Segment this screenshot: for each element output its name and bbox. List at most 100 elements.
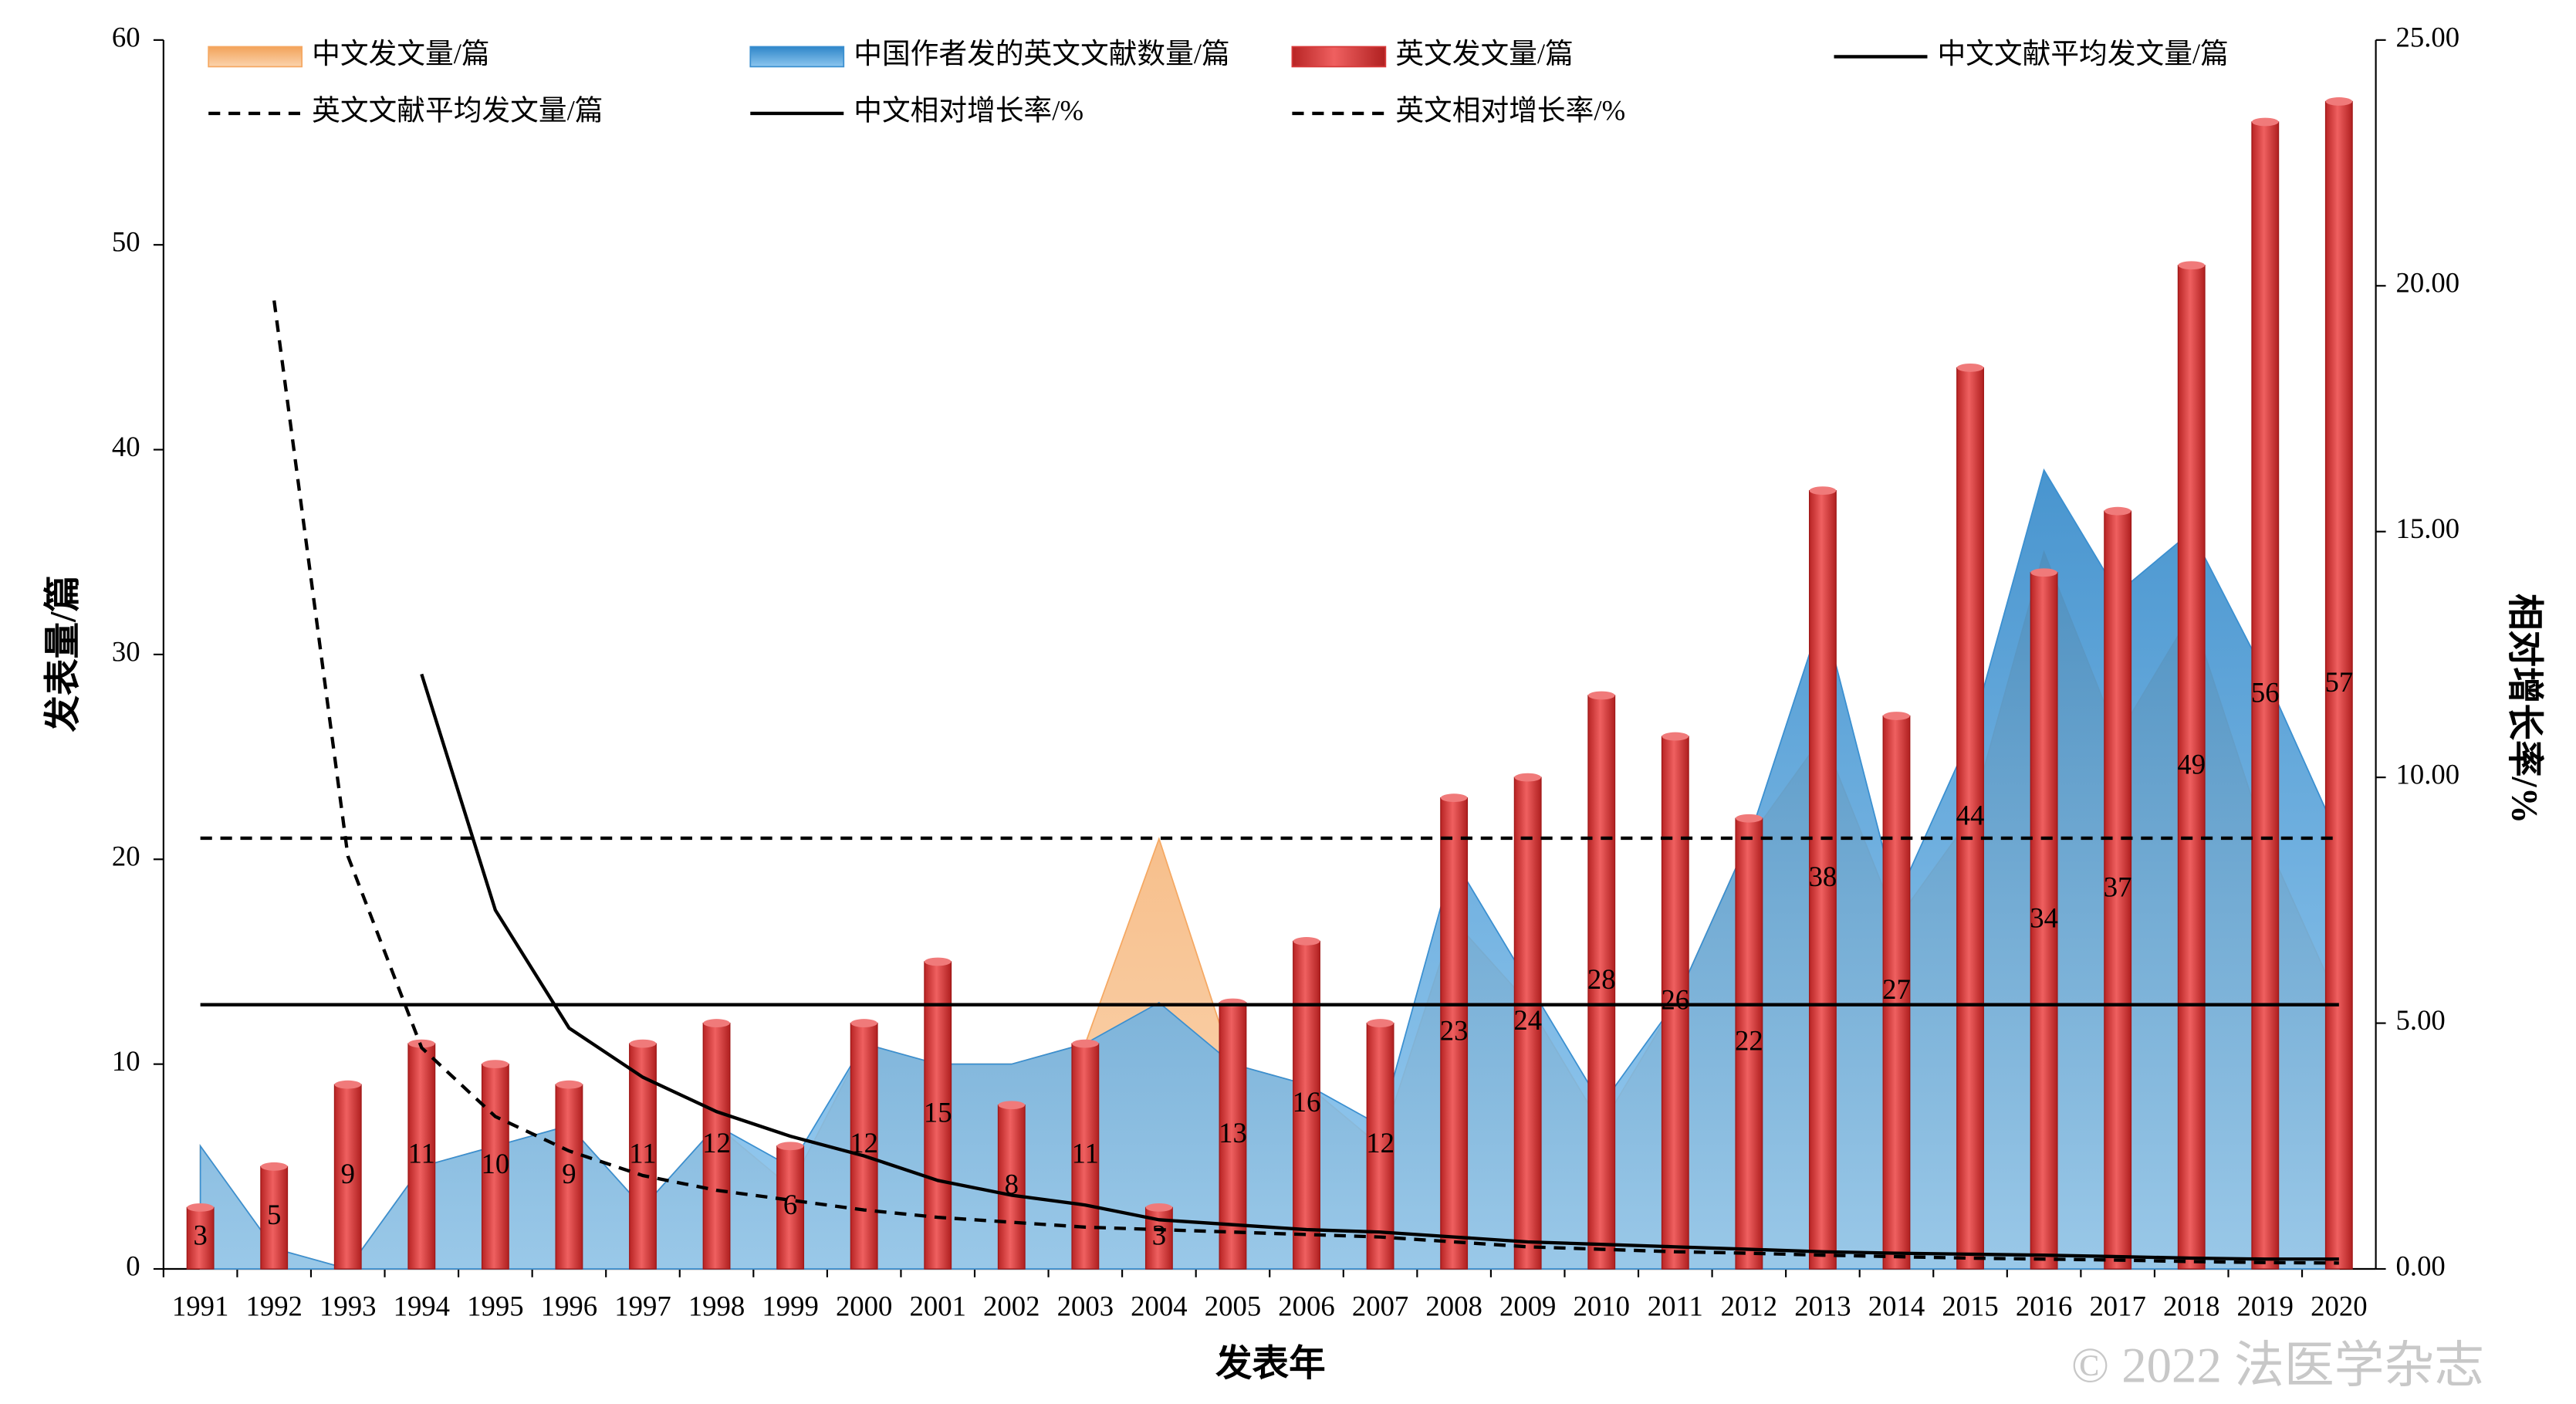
x-tick-label: 1996 <box>541 1290 597 1321</box>
bar <box>2251 121 2280 1270</box>
x-axis-title: 发表年 <box>1215 1343 1326 1384</box>
data-label: 11 <box>1072 1137 1099 1169</box>
data-label: 11 <box>408 1137 435 1169</box>
x-tick-label: 2015 <box>1942 1290 1998 1321</box>
y2-tick-label: 25.00 <box>2396 21 2460 52</box>
x-tick-label: 2012 <box>1721 1290 1777 1321</box>
bar <box>1071 1043 1100 1270</box>
bar <box>2104 510 2132 1270</box>
x-tick-label: 2010 <box>1574 1290 1630 1321</box>
data-label: 12 <box>1366 1127 1394 1159</box>
x-tick-label: 2011 <box>1648 1290 1703 1321</box>
x-tick-label: 1995 <box>467 1290 523 1321</box>
data-label: 28 <box>1587 963 1616 995</box>
bar-cap <box>1514 773 1541 782</box>
bar-cap <box>776 1142 804 1151</box>
bar-cap <box>556 1080 583 1089</box>
x-tick-label: 2016 <box>2016 1290 2072 1321</box>
data-label: 34 <box>2030 902 2058 933</box>
y2-tick-label: 10.00 <box>2396 759 2460 790</box>
y2-tick-label: 15.00 <box>2396 513 2460 544</box>
x-tick-label: 2019 <box>2237 1290 2294 1321</box>
bar-cap <box>1367 1019 1394 1027</box>
data-label: 10 <box>482 1148 510 1179</box>
bar <box>260 1165 289 1270</box>
x-tick-label: 2008 <box>1425 1290 1482 1321</box>
x-tick-label: 2002 <box>983 1290 1040 1321</box>
bar-cap <box>998 1101 1026 1110</box>
y-tick-label: 30 <box>112 635 140 667</box>
bar-cap <box>1440 793 1468 803</box>
legend-label: 英文发文量/篇 <box>1395 38 1574 69</box>
bar-cap <box>1809 486 1837 496</box>
x-tick-label: 1991 <box>172 1290 228 1321</box>
data-label: 22 <box>1735 1025 1763 1057</box>
y-tick-label: 60 <box>112 21 140 52</box>
x-tick-label: 2004 <box>1131 1290 1187 1321</box>
data-label: 49 <box>2177 748 2206 780</box>
data-label: 13 <box>1219 1117 1247 1149</box>
bar-cap <box>629 1039 657 1048</box>
legend-swatch <box>749 46 845 68</box>
x-tick-label: 2018 <box>2163 1290 2219 1321</box>
x-tick-label: 2020 <box>2311 1290 2367 1321</box>
data-label: 3 <box>193 1220 207 1251</box>
x-tick-label: 2009 <box>1499 1290 1556 1321</box>
bar <box>1366 1022 1394 1270</box>
bar-cap <box>334 1080 362 1089</box>
x-tick-label: 1997 <box>614 1290 671 1321</box>
x-tick-label: 2006 <box>1278 1290 1334 1321</box>
bar <box>2030 572 2058 1270</box>
y-tick-label: 40 <box>112 431 140 462</box>
data-label: 37 <box>2104 871 2132 903</box>
x-tick-label: 1998 <box>688 1290 745 1321</box>
y-axis-title: 发表量/篇 <box>42 575 83 732</box>
x-tick-label: 2005 <box>1205 1290 1261 1321</box>
legend-label: 中文发文量/篇 <box>312 38 490 69</box>
y-tick-label: 0 <box>126 1250 140 1281</box>
bar-cap <box>2325 97 2353 106</box>
x-tick-label: 2003 <box>1057 1290 1114 1321</box>
y2-tick-label: 20.00 <box>2396 267 2460 299</box>
bar <box>1882 715 1911 1270</box>
x-tick-label: 1994 <box>394 1290 450 1321</box>
x-tick-label: 1993 <box>319 1290 376 1321</box>
bar-cap <box>2178 261 2206 270</box>
data-label: 23 <box>1440 1014 1469 1046</box>
line <box>272 300 2339 1265</box>
y-tick-label: 10 <box>112 1045 140 1077</box>
bar-cap <box>1736 814 1763 823</box>
bar-cap <box>1587 691 1615 700</box>
bar-cap <box>1145 1203 1173 1212</box>
bar <box>1661 736 1689 1270</box>
y-tick-label: 50 <box>112 226 140 258</box>
area <box>199 468 2340 1270</box>
legend-label: 中文相对增长率/% <box>854 94 1083 126</box>
x-tick-label: 2001 <box>910 1290 966 1321</box>
legend-swatch <box>208 46 303 68</box>
data-label: 12 <box>850 1127 878 1159</box>
bar-cap <box>703 1019 730 1027</box>
x-tick-label: 2014 <box>1868 1290 1925 1321</box>
data-label: 11 <box>629 1137 656 1169</box>
x-tick-label: 2000 <box>836 1290 892 1321</box>
bar <box>1144 1206 1173 1270</box>
bar-cap <box>2030 568 2057 577</box>
bar <box>186 1206 215 1270</box>
data-label: 26 <box>1661 983 1689 1015</box>
data-label: 15 <box>924 1096 952 1128</box>
legend-label: 中国作者发的英文文献数量/篇 <box>854 38 1230 69</box>
bar <box>702 1022 731 1270</box>
legend-label: 英文相对增长率/% <box>1395 94 1625 126</box>
bar <box>1440 797 1469 1270</box>
bar-cap <box>1956 364 1984 372</box>
legend-swatch <box>1291 46 1387 68</box>
data-label: 9 <box>562 1158 576 1189</box>
data-label: 12 <box>702 1127 731 1159</box>
x-tick-label: 2007 <box>1352 1290 1408 1321</box>
watermark: © 2022 法医学杂志 <box>2071 1338 2484 1394</box>
data-label: 44 <box>1956 800 1985 831</box>
bar-cap <box>924 957 952 966</box>
bar-cap <box>1883 712 1910 720</box>
